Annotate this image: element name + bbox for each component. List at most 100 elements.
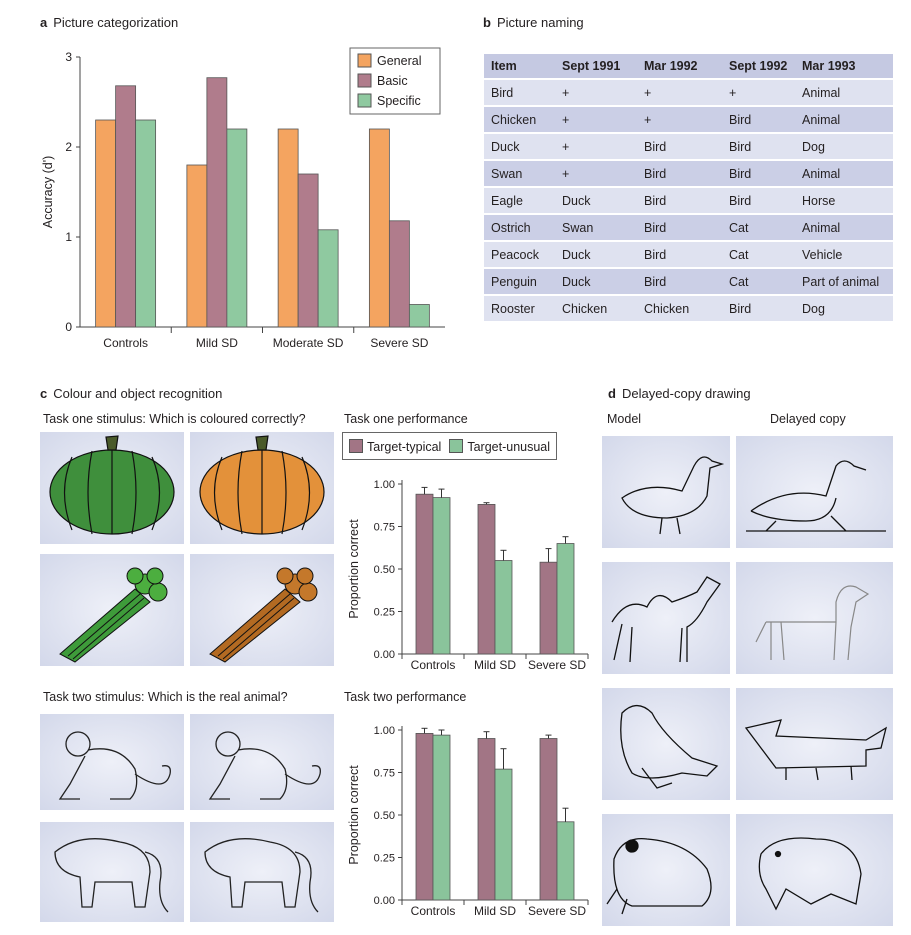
cell-sept-1992: Bird (722, 188, 795, 213)
x-tick-label: Controls (411, 658, 456, 672)
celery-brown-icon (209, 567, 318, 663)
bar-typical-2 (539, 561, 558, 655)
x-tick-label: Severe SD (528, 904, 586, 918)
table-row: Ostrich Swan Bird Cat Animal (484, 215, 893, 240)
chart-a-legend: General Basic Specific (349, 47, 441, 115)
bar-general-2 (277, 128, 299, 328)
bar-specific-3 (408, 304, 430, 328)
seal-model-image (602, 688, 730, 800)
cell-sept-1991: Duck (555, 269, 637, 294)
cell-sept-1991: Swan (555, 215, 637, 240)
y-tick-label: 0.75 (374, 768, 395, 780)
cell-sept-1992: Cat (722, 269, 795, 294)
seal-copy-image (736, 688, 893, 800)
x-tick-label: Controls (411, 904, 456, 918)
cell-item: Swan (484, 161, 555, 186)
elephant-icon (54, 838, 169, 913)
x-tick-label: Controls (103, 336, 148, 350)
y-tick-label: 2 (65, 140, 72, 154)
model-column-label: Model (607, 412, 642, 426)
cell-mar-1993: Part of animal (795, 269, 893, 294)
task2-performance-label: Task two performance (344, 690, 467, 704)
legend-swatch (357, 93, 372, 108)
bar-specific-0 (135, 119, 157, 328)
bar-unusual-2 (556, 821, 575, 901)
bar-unusual-1 (494, 560, 513, 655)
celery-green-icon (59, 567, 168, 663)
cell-mar-1992: Chicken (637, 296, 722, 321)
header-mar-1992: Mar 1992 (637, 54, 722, 78)
table-row: Rooster Chicken Chicken Bird Dog (484, 296, 893, 321)
cell-mar-1993: Animal (795, 215, 893, 240)
panel-c-letter: c (40, 386, 48, 401)
delayed-copy-column-label: Delayed copy (770, 412, 846, 426)
cell-sept-1992: Bird (722, 161, 795, 186)
duck-model-image (602, 436, 730, 548)
legend-label-unusual: Target-unusual (467, 439, 551, 454)
cell-item: Penguin (484, 269, 555, 294)
panel-b-title: b Picture naming (483, 15, 584, 30)
table-row: Eagle Duck Bird Bird Horse (484, 188, 893, 213)
bar-unusual-2 (556, 543, 575, 655)
cell-item: Peacock (484, 242, 555, 267)
cell-mar-1992: Bird (637, 269, 722, 294)
cell-sept-1991: + (555, 107, 637, 132)
task1-stimulus-label: Task one stimulus: Which is coloured cor… (43, 412, 306, 426)
y-axis-label: Proportion correct (347, 765, 361, 865)
cell-item: Bird (484, 80, 555, 105)
cell-mar-1992: Bird (637, 215, 722, 240)
camel-copy-icon (755, 585, 870, 661)
cell-mar-1993: Vehicle (795, 242, 893, 267)
duck-copy-icon (746, 460, 886, 532)
y-tick-label: 0.25 (374, 607, 395, 619)
cell-mar-1993: Dog (795, 134, 893, 159)
cell-sept-1992: Cat (722, 215, 795, 240)
task-legend: Target-typical Target-unusual (342, 432, 558, 460)
legend-label: Basic (377, 74, 408, 88)
table-header-row: Item Sept 1991 Mar 1992 Sept 1992 Mar 19… (484, 54, 893, 78)
elephant-image-b (190, 822, 334, 922)
bar-typical-2 (539, 738, 558, 901)
pumpkin-orange-icon (199, 435, 325, 535)
bar-unusual-0 (432, 497, 451, 655)
monkey-image-a (40, 714, 184, 810)
monkey-icon (58, 731, 171, 800)
task1-performance-chart: 0.00 0.25 0.50 0.75 1.00 Proportion correct Co… (347, 479, 589, 672)
y-tick-label: 0.50 (374, 810, 395, 822)
legend-swatch (357, 73, 372, 88)
pumpkin-green-icon (49, 435, 175, 535)
y-tick-label: 0.75 (374, 522, 395, 534)
bar-typical-1 (477, 738, 496, 901)
panel-a-letter: a (40, 15, 48, 30)
frog-model-image (602, 814, 730, 926)
bar-unusual-0 (432, 734, 451, 901)
cell-mar-1992: + (637, 80, 722, 105)
table-row: Peacock Duck Bird Cat Vehicle (484, 242, 893, 267)
legend-target-typical: Target-typical (349, 438, 441, 454)
cell-mar-1993: Animal (795, 161, 893, 186)
cell-sept-1991: + (555, 161, 637, 186)
bar-unusual-1 (494, 768, 513, 901)
panel-b-title-text: Picture naming (496, 15, 584, 30)
table-row: Bird + + + Animal (484, 80, 893, 105)
cell-sept-1992: Bird (722, 107, 795, 132)
panel-c-title-text: Colour and object recognition (53, 386, 223, 401)
bar-specific-1 (226, 128, 248, 328)
elephant-variant-icon (204, 838, 319, 913)
x-tick-label: Severe SD (528, 658, 586, 672)
bar-typical-0 (415, 732, 434, 901)
header-item: Item (484, 54, 555, 78)
cell-item: Rooster (484, 296, 555, 321)
cell-sept-1991: + (555, 80, 637, 105)
bar-general-1 (186, 164, 208, 328)
frog-model-icon (606, 838, 712, 915)
table-row: Chicken + + Bird Animal (484, 107, 893, 132)
frog-copy-image (736, 814, 893, 926)
header-sept-1991: Sept 1991 (555, 54, 637, 78)
picture-categorization-chart: 0 1 2 3 Accuracy (d') Controls Mild SD Moderate… (41, 47, 445, 350)
legend-target-unusual: Target-unusual (449, 438, 551, 454)
legend-swatch (357, 53, 372, 68)
seal-copy-icon (744, 719, 888, 781)
bar-basic-2 (297, 173, 319, 328)
bar-typical-0 (415, 493, 434, 655)
